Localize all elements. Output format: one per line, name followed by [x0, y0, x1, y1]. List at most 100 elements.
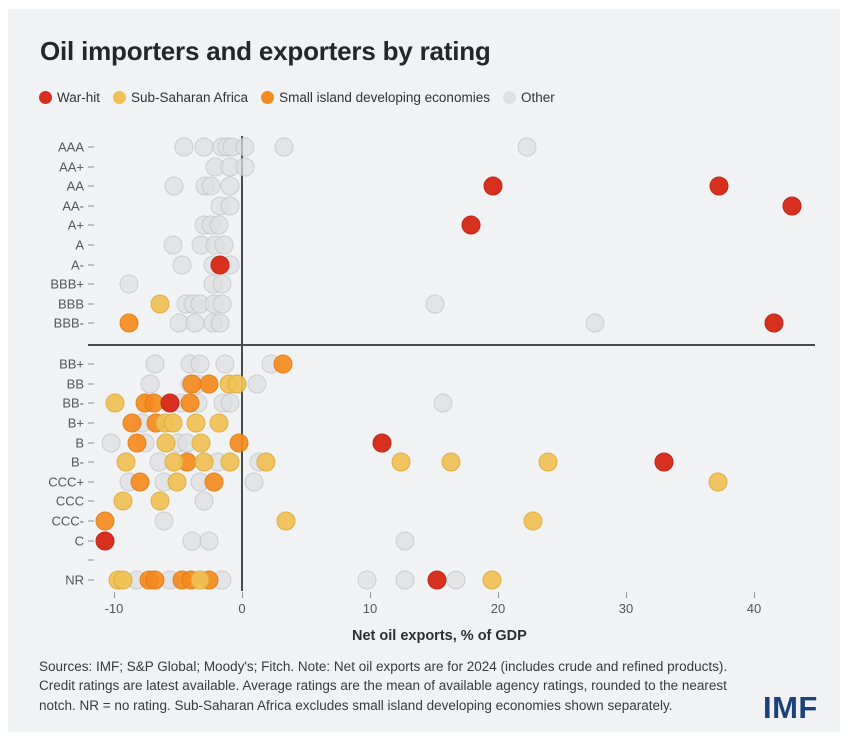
data-point-other [395, 570, 415, 590]
data-point-ssa [167, 472, 187, 492]
data-point-other [244, 472, 264, 492]
data-point-war [210, 255, 230, 275]
legend-dot-icon [39, 91, 52, 104]
data-point-ssa [209, 413, 229, 433]
data-point-ssa [156, 433, 176, 453]
data-point-other [220, 196, 240, 216]
data-point-ssa [150, 294, 170, 314]
x-axis-tick-label: -10 [104, 601, 124, 616]
data-point-other [174, 137, 194, 157]
data-point-ssa [150, 491, 170, 511]
data-point-other [119, 274, 139, 294]
data-point-ssa [220, 452, 240, 472]
legend-item: War-hit [39, 90, 100, 105]
source-note: Sources: IMF; S&P Global; Moody's; Fitch… [39, 659, 728, 713]
data-point-war [709, 176, 729, 196]
y-axis-tick [88, 303, 94, 305]
y-axis-label-CCC: CCC [55, 493, 84, 509]
data-point-ssa [538, 452, 558, 472]
data-point-other [395, 531, 415, 551]
y-axis-tick [88, 402, 94, 404]
chart-card: Oil importers and exporters by rating Wa… [8, 9, 840, 732]
data-point-sids [95, 511, 115, 531]
x-axis-tick-label: 40 [746, 601, 762, 616]
y-axis-label-NR: NR [65, 572, 84, 588]
data-point-other [433, 393, 453, 413]
data-point-ssa [163, 413, 183, 433]
x-axis-tick [498, 592, 499, 598]
data-point-ssa [227, 374, 247, 394]
data-point-other [425, 294, 445, 314]
data-point-ssa [482, 570, 502, 590]
y-axis-tick [88, 224, 94, 226]
data-point-sids [127, 433, 147, 453]
data-point-other [163, 235, 183, 255]
imf-logo: IMF [763, 690, 818, 725]
y-axis-tick [88, 264, 94, 266]
y-axis-tick [88, 363, 94, 365]
x-axis-tick [242, 592, 243, 598]
x-axis-tick-label: 20 [490, 601, 506, 616]
y-axis-tick [88, 559, 94, 561]
data-point-other [585, 313, 605, 333]
y-axis-label-A: A [75, 237, 84, 253]
x-axis-tick [626, 592, 627, 598]
y-axis-label-C: C [74, 533, 84, 549]
data-point-ssa [105, 393, 125, 413]
data-point-sids [119, 313, 139, 333]
data-point-other [212, 274, 232, 294]
data-point-ssa [194, 452, 214, 472]
y-axis-tick [88, 481, 94, 483]
data-point-ssa [164, 452, 184, 472]
data-point-other [209, 215, 229, 235]
data-point-other [357, 570, 377, 590]
data-point-other [214, 235, 234, 255]
y-axis-label-BBB: BBB [57, 296, 84, 312]
y-axis-tick [88, 166, 94, 168]
x-axis-title: Net oil exports, % of GDP [352, 628, 527, 644]
legend-label: War-hit [57, 90, 100, 105]
x-axis-tick [370, 592, 371, 598]
data-point-war [461, 215, 481, 235]
data-point-other [274, 137, 294, 157]
y-axis-tick [88, 520, 94, 522]
data-point-other [194, 491, 214, 511]
data-point-other [154, 511, 174, 531]
data-point-sids [130, 472, 150, 492]
y-axis-label-A+: A+ [67, 217, 84, 233]
data-point-other [446, 570, 466, 590]
y-axis-label-BBB-: BBB- [53, 315, 84, 331]
y-axis-label-AA: AA [66, 178, 84, 194]
data-point-ssa [191, 433, 211, 453]
y-axis-tick [88, 205, 94, 207]
data-point-sids [273, 354, 293, 374]
data-point-other [235, 157, 255, 177]
y-axis-tick [88, 442, 94, 444]
data-point-ssa [113, 570, 133, 590]
y-axis-label-CCC-: CCC- [51, 513, 85, 529]
y-axis-label-B+: B+ [67, 415, 84, 431]
legend-dot-icon [261, 91, 275, 104]
legend-item: Sub-Saharan Africa [113, 90, 248, 105]
data-point-other [185, 313, 205, 333]
y-axis-tick [88, 244, 94, 246]
data-point-ssa [391, 452, 411, 472]
data-point-ssa [276, 511, 296, 531]
data-point-sids [199, 374, 219, 394]
legend-dot-icon [502, 91, 516, 104]
y-axis-tick [88, 579, 94, 581]
data-point-war [483, 176, 503, 196]
data-point-sids [122, 413, 142, 433]
x-axis-tick-label: 0 [238, 601, 246, 616]
x-axis-tick-label: 10 [362, 601, 378, 616]
data-point-other [190, 354, 210, 374]
investment-grade-divider [88, 344, 815, 346]
x-axis-tick-label: 30 [618, 601, 634, 616]
data-point-other [101, 433, 121, 453]
y-axis-label-BB: BB [66, 376, 84, 392]
chart-title: Oil importers and exporters by rating [40, 36, 491, 66]
legend-dot-icon [113, 91, 126, 104]
data-point-ssa [190, 570, 210, 590]
data-point-war [95, 531, 115, 551]
y-axis-label-BB-: BB- [62, 395, 84, 411]
